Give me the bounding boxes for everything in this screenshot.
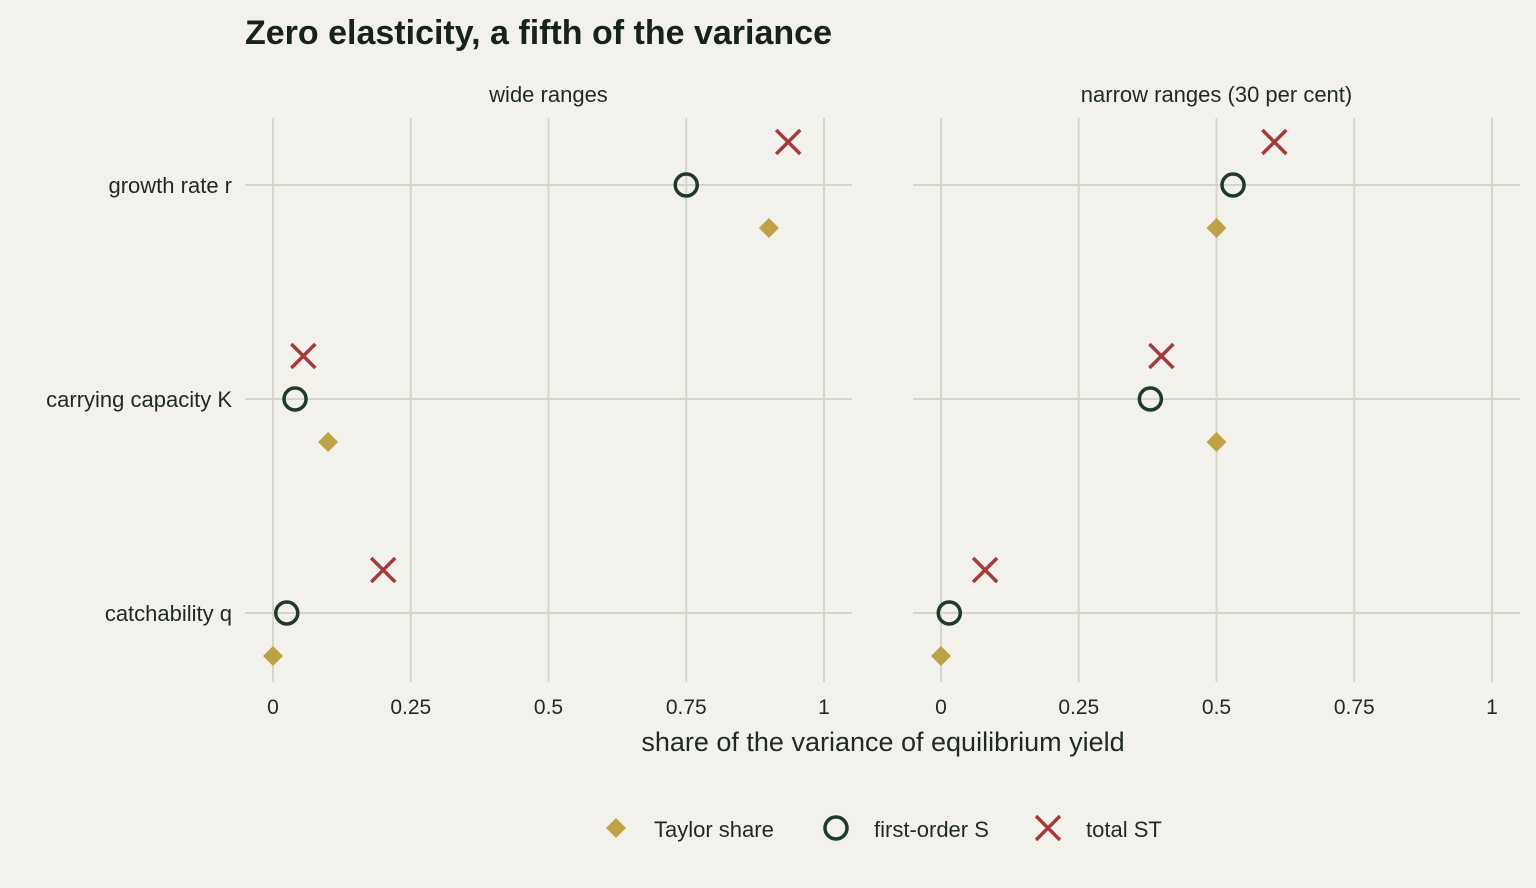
x-tick-label: 0.25 — [1058, 696, 1099, 719]
first-point — [1220, 172, 1246, 198]
panel-2: narrow ranges (30 per cent) 0 0.25 0.5 0.75 1 — [913, 82, 1520, 719]
total-point — [1148, 342, 1175, 370]
y-tick-label: carrying capacity K — [46, 387, 232, 412]
legend-marker — [823, 815, 849, 841]
first-point — [936, 600, 963, 626]
first-point — [673, 172, 699, 198]
legend-label: Taylor share — [654, 817, 774, 842]
taylor-point — [1206, 218, 1227, 238]
x-tick-label: 1 — [1486, 696, 1498, 719]
total-point — [290, 342, 317, 370]
y-tick-label: growth rate r — [109, 173, 233, 198]
legend-item: Taylor share — [606, 817, 774, 842]
first-point — [282, 386, 308, 412]
panel-title: narrow ranges (30 per cent) — [1081, 82, 1352, 107]
first-point — [274, 600, 300, 626]
taylor-point — [318, 432, 339, 452]
total-point — [774, 128, 802, 156]
taylor-point — [263, 646, 283, 666]
legend-marker — [1034, 814, 1062, 842]
x-tick-label: 0.75 — [666, 696, 707, 719]
panel-title: wide ranges — [488, 82, 608, 107]
x-tick-label: 0.75 — [1334, 696, 1375, 719]
x-tick-label: 0 — [267, 696, 279, 719]
legend-item: first-order S — [823, 815, 989, 842]
x-tick-label: 0 — [935, 696, 947, 719]
y-tick-label: catchability q — [105, 601, 232, 626]
legend-label: total ST — [1086, 817, 1162, 842]
legend-label: first-order S — [874, 817, 989, 842]
x-axis-label: share of the variance of equilibrium yie… — [641, 727, 1124, 757]
panel-1: wide ranges 0 0.25 0.5 0.75 1 — [245, 82, 852, 719]
taylor-point — [1206, 432, 1227, 452]
chart-title: Zero elasticity, a fifth of the variance — [245, 14, 832, 52]
taylor-point — [931, 646, 951, 666]
total-point — [369, 556, 397, 584]
x-tick-label: 0.5 — [534, 696, 563, 719]
legend-item: total ST — [1034, 814, 1162, 842]
first-point — [1137, 386, 1164, 412]
total-point — [971, 556, 999, 584]
x-tick-label: 0.5 — [1202, 696, 1231, 719]
taylor-point — [758, 218, 779, 238]
legend-marker — [606, 818, 626, 838]
x-tick-label: 1 — [818, 696, 830, 719]
x-tick-label: 0.25 — [390, 696, 431, 719]
total-point — [1261, 128, 1288, 156]
legend: Taylor share first-order S total ST — [606, 814, 1162, 842]
